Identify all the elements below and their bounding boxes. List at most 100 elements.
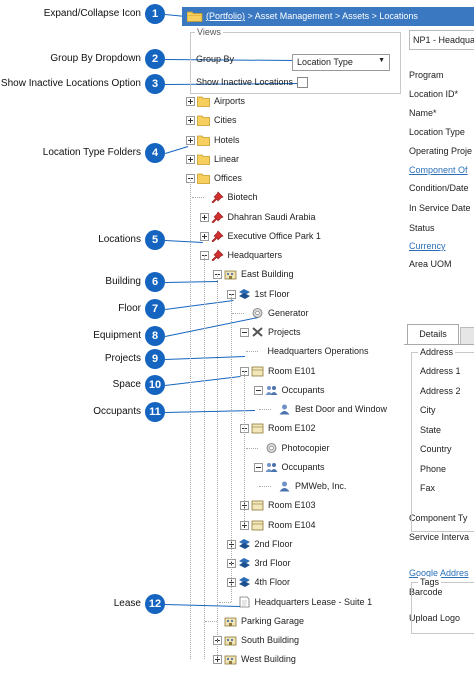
record-title: NP1 - Headqua xyxy=(409,30,474,50)
tree-node[interactable]: Airports xyxy=(186,94,474,108)
tree-node-label: Offices xyxy=(214,173,242,183)
details-panel: NP1 - Headqua Program Location ID* Name* Lo… xyxy=(404,26,474,679)
people-icon xyxy=(265,462,277,472)
folder-icon xyxy=(197,135,210,146)
breadcrumb: (Portfolio) > Asset Management > Assets … xyxy=(206,11,418,21)
tree-node[interactable]: Headquarters xyxy=(199,248,474,262)
room-icon xyxy=(251,423,264,434)
tree-node[interactable]: 1st Floor xyxy=(226,287,474,301)
tools-icon xyxy=(252,327,263,337)
tab-next[interactable] xyxy=(460,327,474,344)
tags-legend: Tags xyxy=(418,577,442,587)
person-icon xyxy=(279,481,290,492)
tree-node[interactable]: South Building xyxy=(213,633,474,647)
google-address-link[interactable]: Google Addres xyxy=(409,568,469,578)
tree-node[interactable]: Dhahran Saudi Arabia xyxy=(199,210,474,224)
group-by-dropdown[interactable]: Location Type ▼ xyxy=(292,54,390,71)
tree-node[interactable]: PMWeb, Inc. xyxy=(259,479,474,493)
tree-node[interactable]: Occupants xyxy=(253,383,474,397)
tree-node[interactable]: Photocopier xyxy=(245,441,474,455)
tab-details[interactable]: Details xyxy=(407,324,459,344)
expand-icon[interactable] xyxy=(186,154,195,164)
show-inactive-checkbox[interactable] xyxy=(297,77,308,88)
tree-node[interactable]: West Building xyxy=(213,652,474,666)
field-label: Operating Proje xyxy=(409,146,473,156)
callout-label: Expand/Collapse Icon xyxy=(43,8,141,19)
callout-label: Equipment xyxy=(93,330,141,341)
field-label: Component Ty xyxy=(409,513,468,523)
views-legend: Views xyxy=(195,27,223,37)
tree-node[interactable]: Executive Office Park 1 xyxy=(199,229,474,243)
tree-node[interactable]: East Building xyxy=(213,267,474,281)
tree-node[interactable]: Projects xyxy=(240,325,474,339)
expand-icon[interactable] xyxy=(186,116,195,126)
tree-node[interactable]: Linear xyxy=(186,152,474,166)
tree-node[interactable]: Room E101 xyxy=(240,364,474,378)
tree-node[interactable]: Hotels xyxy=(186,133,474,147)
expand-collapse-icon[interactable] xyxy=(187,10,203,22)
collapse-icon[interactable] xyxy=(253,385,263,395)
field-label: Name* xyxy=(409,108,437,118)
show-inactive-label: Show Inactive Locations xyxy=(196,77,294,87)
tree-connector xyxy=(232,312,244,314)
tree-node[interactable]: Room E103 xyxy=(240,498,474,512)
building-icon xyxy=(224,617,237,627)
tree-node-label: Cities xyxy=(214,115,237,126)
tree-node[interactable]: Headquarters Operations xyxy=(245,344,474,358)
breadcrumb-path: > Asset Management > Assets > Locations xyxy=(245,11,418,21)
tree-node[interactable]: Parking Garage xyxy=(205,614,474,628)
tree-connector xyxy=(259,409,271,410)
tree-node[interactable]: 2nd Floor xyxy=(226,537,474,551)
tree-node[interactable]: 3rd Floor xyxy=(226,556,474,570)
field-label: Area UOM xyxy=(409,259,452,269)
pin-icon xyxy=(211,249,224,261)
tree-guide-line xyxy=(203,255,205,660)
callout-badge: 12 xyxy=(145,594,165,614)
folder-icon xyxy=(197,154,210,165)
chevron-down-icon: ▼ xyxy=(378,57,385,64)
tree-connector xyxy=(205,620,217,622)
tree-node[interactable]: Room E104 xyxy=(240,518,474,532)
folder-icon xyxy=(197,96,210,107)
tree-connector xyxy=(259,486,271,487)
collapse-icon[interactable] xyxy=(240,328,249,337)
field-label: In Service Date xyxy=(409,203,471,213)
tree-node[interactable]: Generator xyxy=(232,306,474,320)
tree-node[interactable]: Offices xyxy=(186,171,474,185)
collapse-icon[interactable] xyxy=(253,462,263,472)
callout-label: Lease xyxy=(113,598,141,609)
tree-node[interactable]: Room E102 xyxy=(240,421,474,435)
callout-badge: 3 xyxy=(145,74,165,94)
tree-node[interactable]: Cities xyxy=(186,113,474,127)
callout-badge: 10 xyxy=(145,375,165,395)
tree-node-label: Occupants xyxy=(281,384,325,395)
callout-label: Building xyxy=(105,276,141,287)
expand-icon[interactable] xyxy=(199,231,209,241)
expand-icon[interactable] xyxy=(186,135,195,145)
people-icon xyxy=(265,385,277,395)
tree-node[interactable]: Occupants xyxy=(253,460,474,474)
tree-node-label: Headquarters xyxy=(227,250,283,260)
callout-badge: 1 xyxy=(145,4,165,24)
tree-node[interactable]: Biotech xyxy=(191,190,474,204)
pin-icon xyxy=(211,210,224,223)
building-icon xyxy=(224,655,237,665)
expand-icon[interactable] xyxy=(186,97,195,106)
expand-icon[interactable] xyxy=(199,212,209,222)
tree-node[interactable]: Headquarters Lease - Suite 1 xyxy=(218,595,474,609)
component-of-link[interactable]: Component Of xyxy=(409,165,468,175)
tree-node[interactable]: Best Door and Window xyxy=(259,402,474,416)
tree-node-label: Hotels xyxy=(214,134,240,145)
group-by-value: Location Type xyxy=(297,57,353,67)
pin-icon xyxy=(211,230,224,242)
breadcrumb-portfolio-link[interactable]: (Portfolio) xyxy=(206,11,246,21)
callout-badge: 7 xyxy=(145,299,165,319)
currency-link[interactable]: Currency xyxy=(409,241,446,251)
tree-node[interactable]: 4th Floor xyxy=(226,575,474,589)
field-label: Upload Logo xyxy=(409,613,461,623)
tree-connector xyxy=(191,197,204,199)
tree-node-label: Best Door and Window xyxy=(295,404,388,414)
address-field-label: Fax xyxy=(420,483,436,493)
address-field-label: State xyxy=(420,424,442,435)
person-icon xyxy=(279,404,290,415)
